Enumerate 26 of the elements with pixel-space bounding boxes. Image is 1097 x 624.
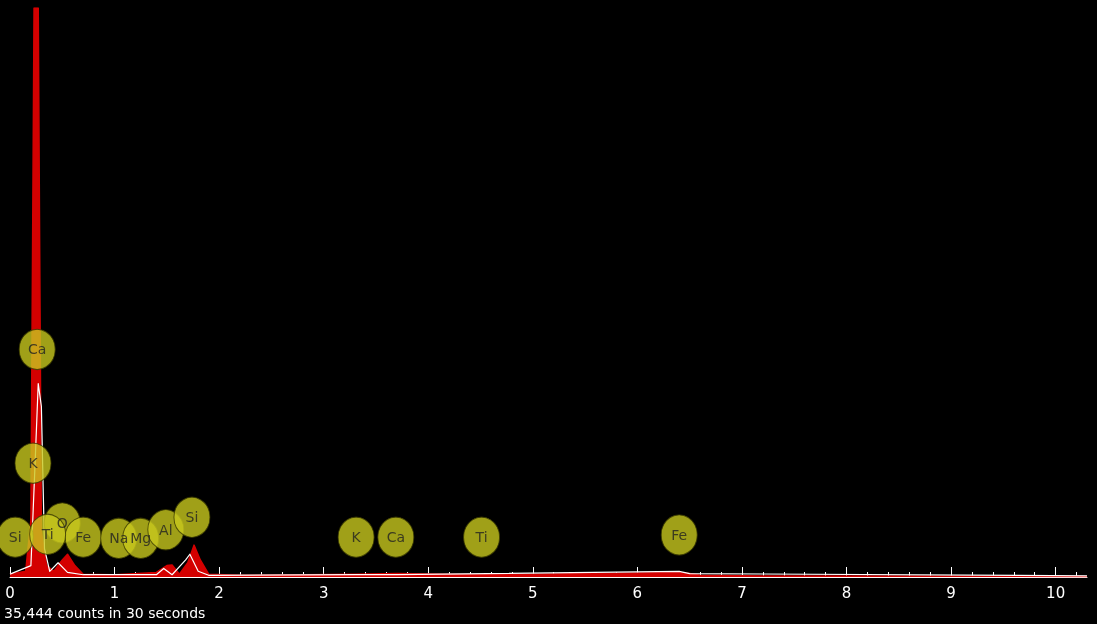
annotation: Ca — [28, 341, 47, 358]
x-tick-label: 6 — [632, 583, 643, 602]
x-tick-label: 1 — [109, 583, 120, 602]
text: 35,444 counts in 30 seconds — [4, 605, 206, 621]
x-tick-label: 3 — [318, 583, 329, 602]
annotation: Ca — [386, 529, 406, 546]
x-tick-label: 4 — [423, 583, 434, 602]
annotation: K — [351, 529, 362, 546]
x-tick-label: 9 — [946, 583, 956, 602]
annotation: Si — [8, 529, 22, 546]
x-tick-label: 5 — [528, 583, 538, 602]
annotation: K — [28, 455, 39, 472]
x-tick-label: 8 — [841, 583, 852, 602]
annotation: Si — [185, 509, 199, 526]
annotation: Na — [109, 530, 129, 547]
annotation: O — [56, 514, 68, 531]
annotation: Fe — [671, 526, 688, 543]
annotation: Mg — [130, 530, 152, 547]
x-tick-label: 7 — [737, 583, 747, 602]
x-tick-label: 10 — [1046, 583, 1066, 602]
annotation: Al — [159, 521, 173, 538]
x-tick-label: 2 — [214, 583, 224, 602]
x-tick-label: 0 — [5, 583, 15, 602]
annotation: Fe — [75, 529, 92, 546]
annotation: Ti — [474, 529, 488, 546]
annotation: Ti — [40, 526, 54, 543]
